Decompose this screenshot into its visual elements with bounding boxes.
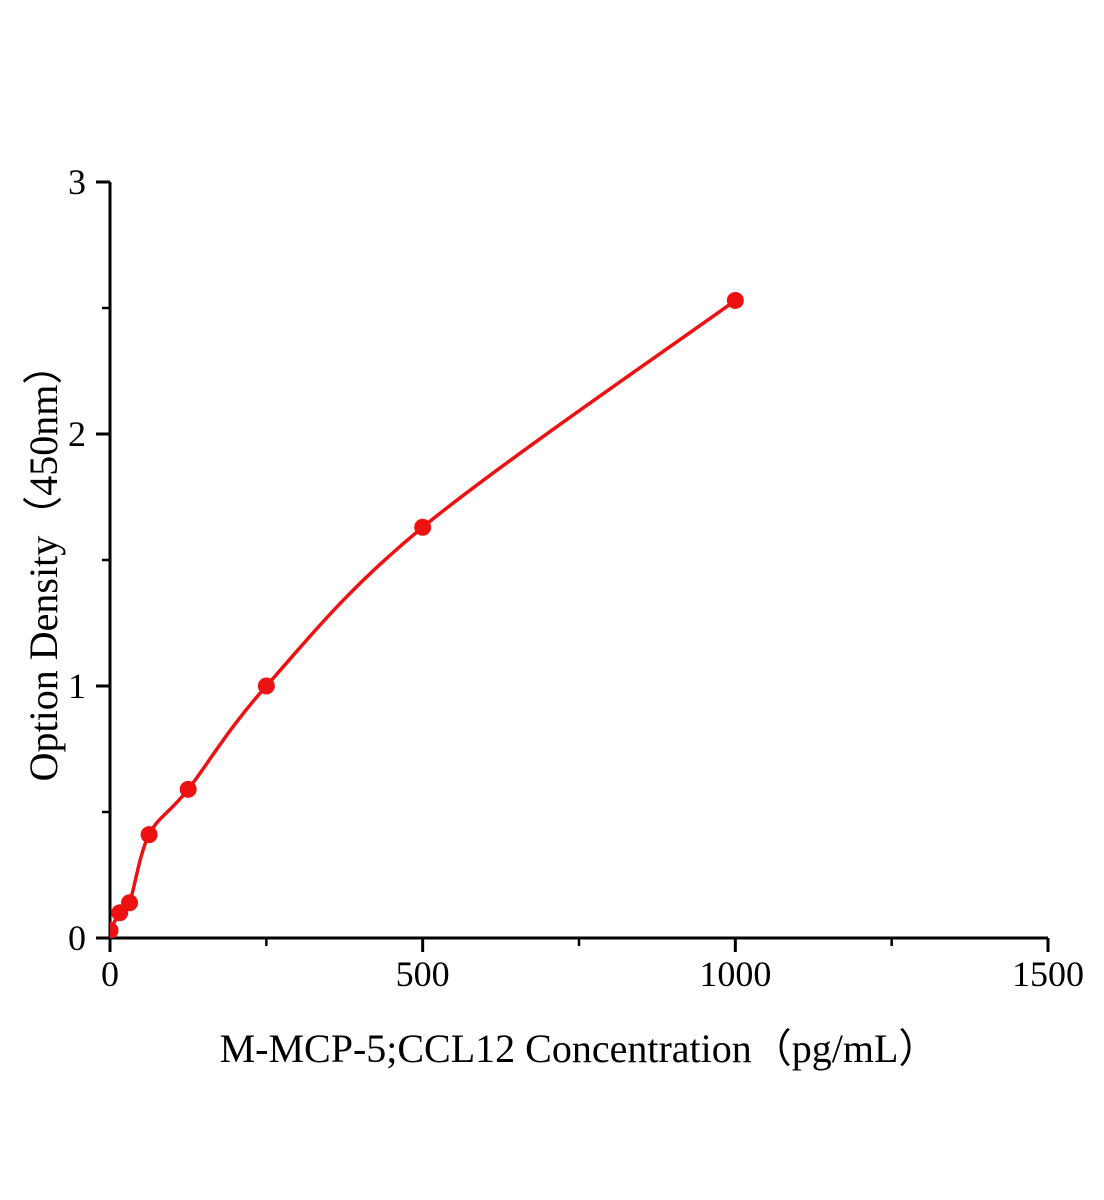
x-tick-label: 1000 [699, 954, 771, 994]
series-group [110, 291, 744, 938]
data-point [140, 826, 158, 844]
x-tick-label: 500 [396, 954, 450, 994]
x-axis-title: M-MCP-5;CCL12 Concentration（pg/mL） [219, 1026, 939, 1071]
data-point [179, 780, 197, 798]
x-tick-label: 0 [101, 954, 119, 994]
data-point [726, 291, 744, 309]
data-point [121, 894, 139, 912]
y-tick-label: 2 [68, 414, 86, 454]
y-tick-label: 3 [68, 162, 86, 202]
x-tick-label: 1500 [1012, 954, 1084, 994]
axes-line [108, 182, 1048, 940]
data-point [257, 677, 275, 695]
y-axis-title: Option Density（450nm） [21, 344, 66, 782]
data-point [110, 921, 119, 938]
data-point [414, 518, 432, 536]
y-tick-label: 0 [68, 918, 86, 958]
y-tick-label: 1 [68, 666, 86, 706]
standard-curve-line [110, 299, 737, 932]
